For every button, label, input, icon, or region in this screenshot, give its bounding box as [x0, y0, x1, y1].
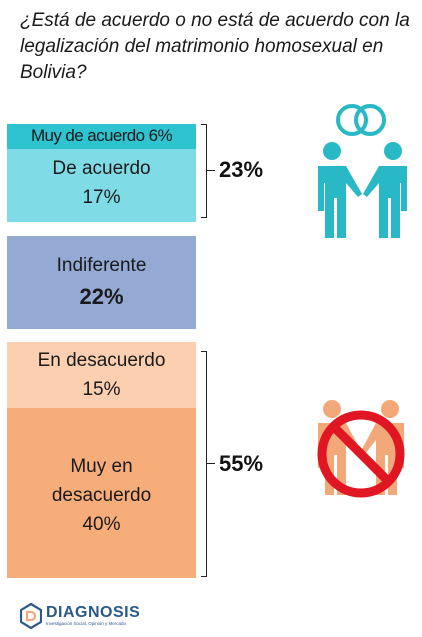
segment-value: 17%	[82, 187, 121, 208]
segment-value: 15%	[82, 379, 121, 400]
brand-tagline: Investigación Social, Opinión y Mercado	[46, 621, 127, 626]
bar-segment-de-acuerdo: De acuerdo 17%	[7, 149, 196, 222]
segment-value: 6%	[148, 126, 173, 145]
chart-title: ¿Está de acuerdo o no está de acuerdo co…	[20, 10, 410, 83]
segment-value: 22%	[79, 284, 124, 309]
agree-bracket-tick	[206, 170, 215, 172]
diagnosis-logo-icon	[20, 603, 42, 629]
bar-segment-muy-en-desacuerdo: Muy en desacuerdo 40%	[7, 408, 196, 578]
bar-segment-indiferente: Indiferente 22%	[7, 236, 196, 329]
segment-label: Muy de acuerdo	[30, 126, 145, 145]
couple-with-rings-icon	[318, 104, 407, 238]
agree-total: 23%	[219, 157, 264, 182]
bar-segment-muy-de-acuerdo: Muy de acuerdo 6%	[7, 124, 196, 149]
bar-segment-en-desacuerdo: En desacuerdo 15%	[7, 342, 196, 408]
disagree-bracket-tick	[206, 463, 215, 465]
brand-name: DIAGNOSIS	[46, 604, 141, 621]
disagree-total: 55%	[219, 451, 264, 476]
segment-label: Indiferente	[56, 255, 147, 276]
couple-prohibited-icon	[317, 400, 405, 498]
segment-label: Muy en desacuerdo	[51, 456, 152, 506]
segment-value: 40%	[82, 514, 121, 535]
segment-label: En desacuerdo	[37, 350, 166, 371]
brand-logo: DIAGNOSIS Investigación Social, Opinión …	[20, 603, 140, 629]
segment-label: De acuerdo	[52, 158, 151, 179]
